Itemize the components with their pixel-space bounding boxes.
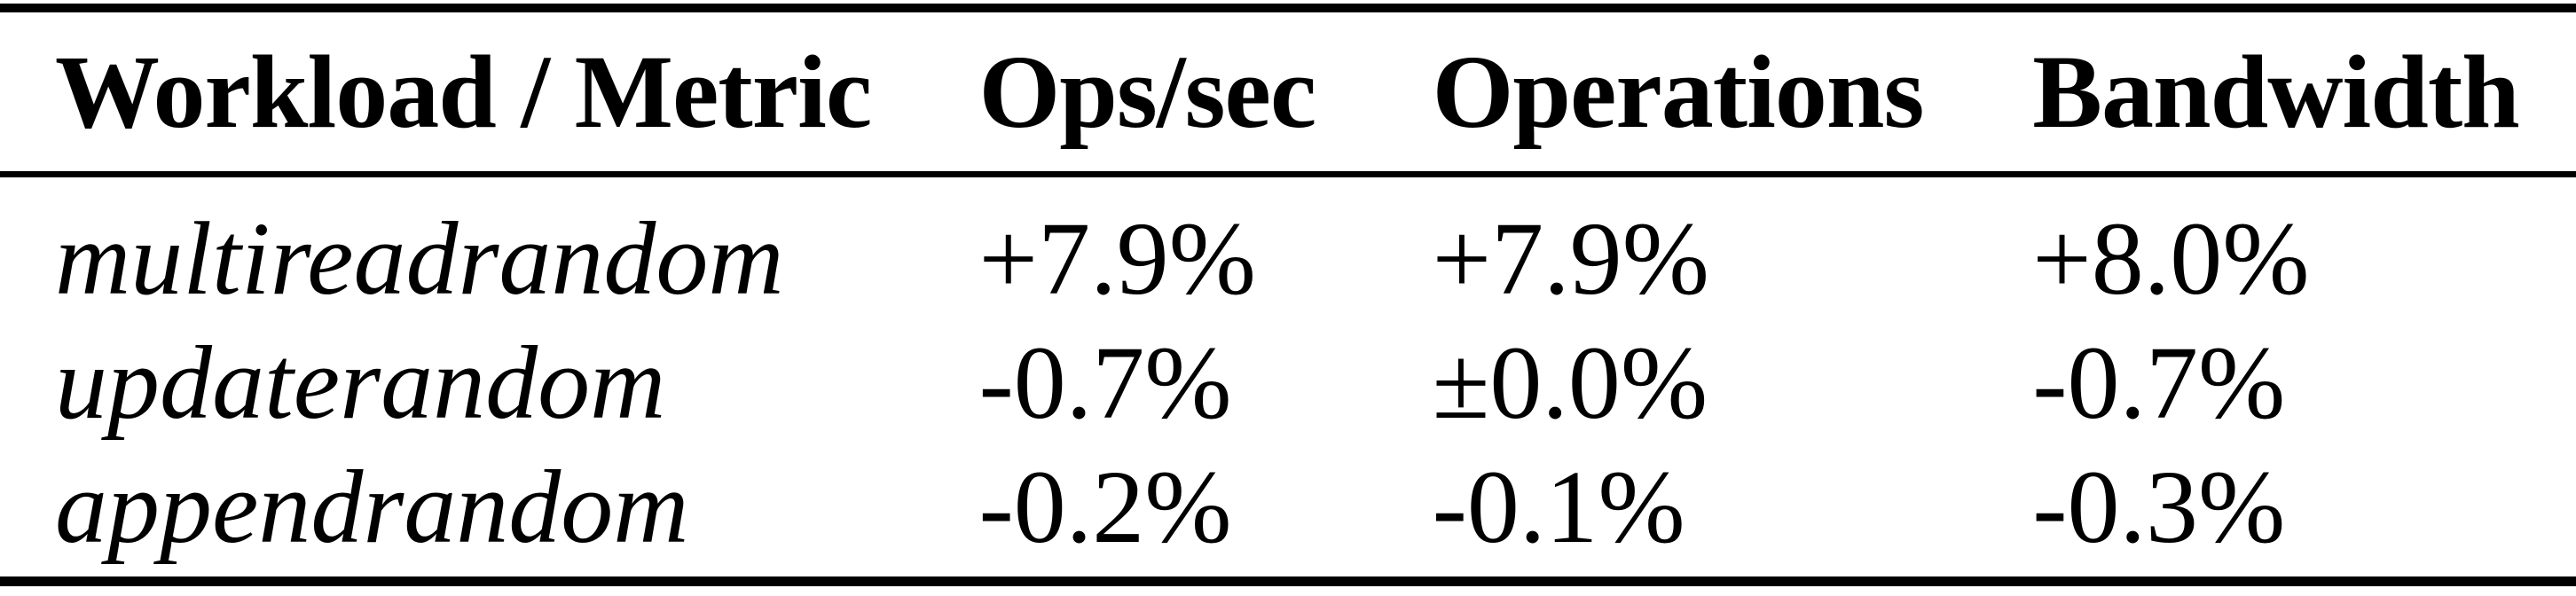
bandwidth-value: -0.3%	[2032, 449, 2286, 565]
table-body: multireadrandom +7.9% +7.9% +8.0% update…	[0, 177, 2576, 576]
table-mid-rule	[0, 171, 2576, 177]
ops-per-sec-value: -0.7%	[978, 325, 1232, 441]
workload-name: multireadrandom	[55, 200, 784, 317]
workload-name: appendrandom	[55, 449, 689, 565]
table-header-row: Workload / Metric Ops/sec Operations Ban…	[0, 12, 2576, 171]
ops-per-sec-value: -0.2%	[978, 449, 1232, 565]
operations-value: -0.1%	[1432, 449, 1685, 565]
column-header-ops-per-sec: Ops/sec	[978, 33, 1317, 150]
table-row-appendrandom: appendrandom -0.2% -0.1% -0.3%	[0, 445, 2576, 569]
table-bottom-rule	[0, 576, 2576, 586]
table-row-multireadrandom: multireadrandom +7.9% +7.9% +8.0%	[0, 197, 2576, 321]
column-header-workload-metric: Workload / Metric	[55, 33, 872, 150]
column-header-operations: Operations	[1432, 33, 1925, 150]
workload-name: updaterandom	[55, 325, 666, 441]
bandwidth-value: +8.0%	[2032, 200, 2310, 317]
bandwidth-value: -0.7%	[2032, 325, 2286, 441]
operations-value: ±0.0%	[1432, 325, 1708, 441]
table-top-rule	[0, 4, 2576, 12]
operations-value: +7.9%	[1432, 200, 1709, 317]
table-row-updaterandom: updaterandom -0.7% ±0.0% -0.7%	[0, 321, 2576, 445]
ops-per-sec-value: +7.9%	[978, 200, 1256, 317]
column-header-bandwidth: Bandwidth	[2032, 33, 2520, 150]
